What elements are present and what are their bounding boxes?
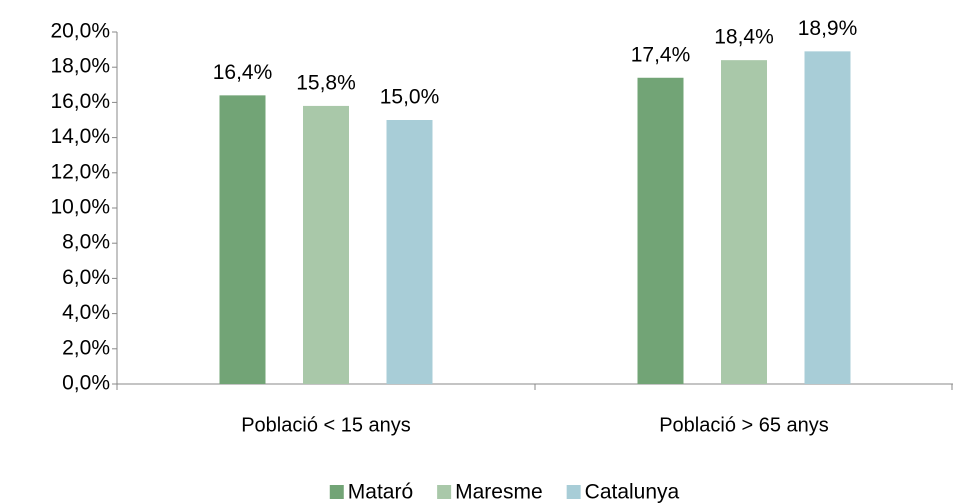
y-tick-label: 2,0% [62,336,110,359]
y-tick-label: 12,0% [50,160,110,183]
legend-swatch [437,485,452,499]
y-tick-label: 6,0% [62,266,110,289]
value-label: 15,0% [380,86,440,109]
y-tick-label: 4,0% [62,301,110,324]
bar [386,120,433,384]
value-label: 15,8% [296,71,356,94]
value-label: 18,4% [714,26,774,49]
legend-swatch [329,485,344,499]
bar [219,95,266,385]
value-label: 16,4% [213,61,273,84]
y-tick-label: 18,0% [50,55,110,78]
x-tick-label: Població < 15 anys [241,414,411,436]
x-tick-label: Població > 65 anys [659,414,829,436]
value-label: 17,4% [631,43,691,66]
legend-label: Mataró [348,481,413,504]
y-tick-label: 8,0% [62,231,110,254]
y-tick-label: 14,0% [50,125,110,148]
value-label: 18,9% [798,17,858,40]
y-tick-label: 10,0% [50,196,110,219]
bar [721,60,767,384]
legend-label: Catalunya [585,481,680,504]
bar [303,105,349,385]
bar [804,51,851,385]
bar [637,77,684,384]
y-tick-label: 0,0% [62,372,110,395]
y-tick-label: 16,0% [50,90,110,113]
legend-label: Maresme [455,481,543,504]
y-tick-label: 20,0% [50,20,110,43]
legend-swatch [566,485,581,499]
